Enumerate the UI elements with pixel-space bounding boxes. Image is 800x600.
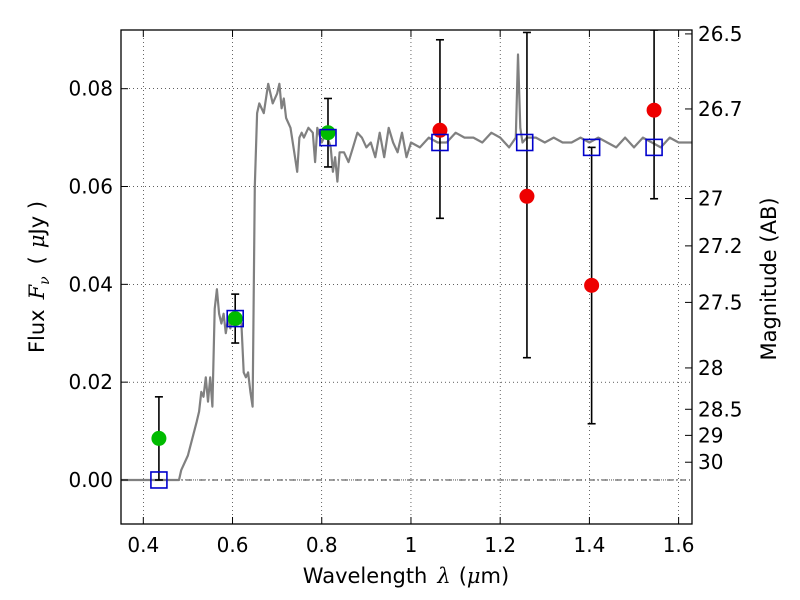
x-tick-label: 1.4 — [573, 533, 605, 557]
y-tick-label: 0.06 — [68, 175, 113, 199]
model-photometry-point — [431, 133, 449, 152]
observed-points — [151, 102, 662, 446]
x-axis-unit-mu: μ — [467, 564, 481, 588]
y2-tick-label: 27.2 — [698, 234, 743, 258]
observed-point — [519, 188, 535, 204]
model-photometry-point — [645, 138, 663, 157]
model-photometry-point — [515, 133, 534, 152]
x-tick-label: 1.6 — [663, 533, 695, 557]
y-tick-label: 0.08 — [68, 77, 113, 101]
observed-point — [646, 102, 662, 118]
y2-axis-ticks: 26.5 26.7 27 27.2 27.5 28 28.529 30 — [685, 22, 743, 474]
x-axis-ticks: 0.4 0.6 0.8 1 1.2 1.4 1.6 — [127, 30, 695, 557]
y2-tick-label: 26.5 — [698, 22, 743, 46]
y-tick-label: 0.00 — [68, 468, 113, 492]
y-axis-title-subscript: ν — [37, 276, 53, 285]
y2-axis-title: Magnitude (AB) — [757, 197, 781, 360]
x-tick-label: 0.6 — [217, 533, 249, 557]
y-tick-label: 0.02 — [68, 370, 113, 394]
observed-point — [320, 125, 336, 141]
y2-tick-label: 28.5 — [698, 397, 743, 421]
y-axis-unit-rest: Jy ) — [25, 201, 49, 237]
y-axis-title: Flux Fν ( μJy ) — [25, 201, 53, 353]
model-photometry-point — [150, 471, 168, 489]
observed-point — [151, 430, 167, 446]
plot-frame — [120, 29, 693, 525]
x-tick-label: 0.8 — [306, 533, 338, 557]
y-axis-unit-mu: μ — [25, 234, 49, 248]
model-photometry-point — [226, 309, 244, 328]
y-axis-title-text: Flux — [25, 309, 49, 353]
x-tick-label: 0.4 — [127, 533, 159, 557]
model-photometry-point — [582, 138, 601, 157]
y2-tick-label: 28 — [698, 356, 723, 380]
y-tick-label: 0.04 — [68, 272, 113, 296]
x-axis-unit-rest: m) — [481, 564, 510, 588]
model-photometry-point — [319, 128, 337, 147]
y-axis-unit-open: ( — [25, 256, 49, 264]
x-axis-title: Wavelength λ (μm) — [303, 564, 509, 588]
y-axis-title-symbol: F — [25, 283, 49, 300]
x-axis-title-text: Wavelength — [303, 564, 428, 588]
x-axis-title-symbol: λ — [436, 564, 450, 588]
y2-tick-label: 29 — [698, 423, 723, 447]
observed-point — [584, 277, 600, 293]
y-axis-ticks: 0.00 0.02 0.04 0.06 0.08 — [68, 77, 128, 492]
y2-tick-label: 27.5 — [698, 290, 743, 314]
model-photometry-points — [150, 128, 663, 489]
observed-point — [432, 122, 448, 138]
y2-tick-label: 30 — [698, 450, 723, 474]
observed-point — [227, 311, 243, 327]
x-tick-label: 1 — [405, 533, 418, 557]
y2-tick-label: 26.7 — [698, 97, 743, 121]
x-axis-unit-open: ( — [459, 564, 467, 588]
y2-tick-label: 27 — [698, 187, 723, 211]
x-tick-label: 1.2 — [484, 533, 516, 557]
